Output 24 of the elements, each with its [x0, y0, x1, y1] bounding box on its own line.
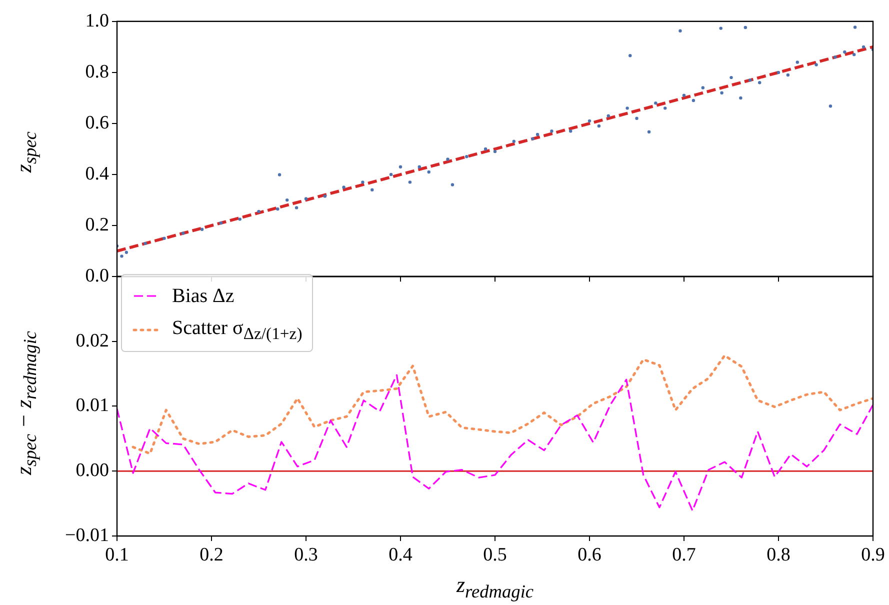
- x-tick-label: 0.4: [388, 544, 413, 566]
- x-tick-label: 0.7: [672, 544, 696, 566]
- y-tick-label: 0.6: [85, 112, 109, 134]
- legend-label: Bias Δz: [172, 284, 234, 308]
- y-tick-label: 0.2: [85, 214, 109, 236]
- legend-label: Scatter σ$_{Δz/(1+z)}$: [172, 316, 302, 344]
- y-tick-label: −0.01: [65, 524, 109, 546]
- y-tick-label: 0.0: [85, 266, 109, 287]
- y-tick-label: 0.01: [76, 395, 109, 416]
- x-tick-label: 0.3: [294, 544, 318, 566]
- y-tick-label: 0.8: [85, 61, 109, 82]
- x-tick-label: 0.2: [200, 544, 224, 566]
- x-tick-label: 0.8: [766, 544, 790, 566]
- x-tick-label: 0.1: [105, 544, 129, 566]
- line-series: [132, 354, 873, 455]
- x-tick-label: 0.6: [578, 544, 602, 566]
- y-tick-label: 0.4: [85, 164, 110, 185]
- line-series: [117, 374, 873, 512]
- y-tick-label: 0.00: [76, 460, 109, 482]
- x-tick-label: 0.5: [483, 544, 507, 566]
- y-tick-label: 1.0: [85, 10, 109, 32]
- x-axis-title: z$_{redmagic}$: [456, 572, 534, 602]
- y-tick-label: 0.02: [76, 330, 109, 352]
- x-tick-label: 0.9: [861, 544, 885, 566]
